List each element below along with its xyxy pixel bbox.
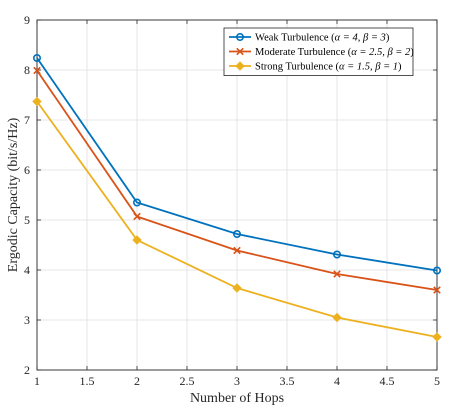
x-tick-label: 4 (334, 374, 340, 388)
y-tick-label: 4 (24, 263, 30, 277)
legend-label: Weak Turbulence (α = 4, β = 3) (255, 33, 390, 44)
data-point (432, 266, 441, 275)
legend-label: Moderate Turbulence (α = 2.5, β = 2) (255, 47, 414, 58)
data-point (133, 198, 142, 207)
legend: Weak Turbulence (α = 4, β = 3) Moderate T… (223, 27, 414, 76)
x-tick-label: 3 (234, 374, 240, 388)
data-point (133, 212, 141, 221)
x-tick-label: 5 (434, 374, 440, 388)
y-tick-label: 9 (24, 13, 30, 27)
data-point (233, 230, 242, 239)
data-point (233, 246, 241, 255)
data-point (32, 96, 42, 107)
series-3 (32, 96, 442, 342)
data-point (32, 53, 41, 62)
x-tick-label: 1.5 (80, 374, 95, 388)
series-1 (32, 53, 441, 275)
legend-box (223, 27, 414, 76)
x-tick-label: 4.5 (380, 374, 395, 388)
x-tick-label: 2.5 (180, 374, 195, 388)
data-point (332, 312, 342, 323)
axes: 1 1.5 2 2.5 3 3.5 4 4.5 5 2 3 4 5 6 7 8 9 (24, 13, 440, 388)
series-2 (33, 66, 441, 294)
y-tick-label: 2 (24, 363, 30, 377)
y-tick-label: 8 (24, 63, 30, 77)
x-tick-label: 1 (34, 374, 40, 388)
data-point (433, 286, 441, 294)
data-point (432, 332, 442, 342)
x-axis-title: Number of Hops (190, 391, 284, 406)
legend-label: Strong Turbulence (α = 1.5, β = 1) (255, 62, 402, 73)
data-point (332, 250, 341, 259)
data-point (33, 66, 41, 75)
legend-entry: Weak Turbulence (α = 4, β = 3) (229, 33, 390, 44)
y-tick-label: 5 (24, 213, 30, 227)
data-point (232, 283, 242, 293)
legend-marker (235, 61, 245, 71)
x-tick-label: 3.5 (280, 374, 295, 388)
data-point (132, 235, 142, 245)
y-tick-label: 7 (24, 113, 30, 127)
series-layer (32, 53, 442, 342)
legend-entry: Strong Turbulence (α = 1.5, β = 1) (229, 61, 402, 73)
legend-marker (236, 47, 244, 56)
y-tick-label: 6 (24, 163, 30, 177)
legend-marker (236, 32, 245, 41)
y-axis-title: Ergodic Capacity (bit/s/Hz) (6, 117, 21, 272)
legend-entry: Moderate Turbulence (α = 2.5, β = 2) (229, 47, 414, 58)
y-tick-label: 3 (24, 313, 30, 327)
series-line (36, 57, 438, 272)
x-tick-label: 2 (134, 374, 140, 388)
data-point (333, 270, 341, 278)
